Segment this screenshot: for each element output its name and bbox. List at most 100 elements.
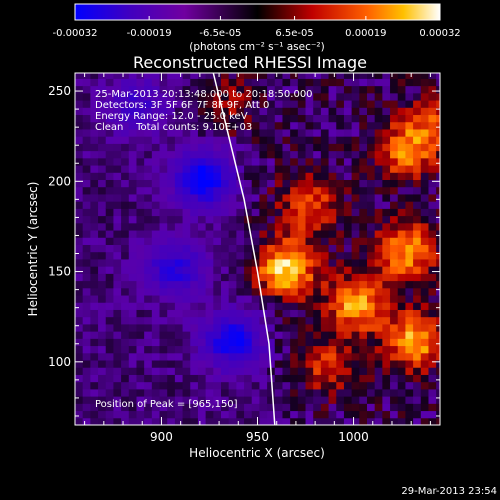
heatmap-cell [297,201,307,209]
heatmap-cell [405,165,414,173]
heatmap-cell [374,78,383,87]
heatmap-cell [75,121,84,130]
heatmap-cell [190,230,199,238]
heatmap-cell [436,92,440,101]
heatmap-cell [128,244,137,253]
heatmap-cell [420,92,429,101]
heatmap-cell [244,345,253,354]
heatmap-cell [182,381,191,390]
heatmap-cell [182,201,191,209]
heatmap-cell [297,157,307,166]
heatmap-cell [128,157,137,166]
heatmap-cell [305,367,314,375]
heatmap-cell [82,403,91,412]
heatmap-cell [436,381,440,390]
heatmap-cell [297,396,307,404]
heatmap-cell [267,92,276,101]
heatmap-cell [436,251,440,260]
heatmap-cell [374,100,383,108]
heatmap-cell [82,338,91,347]
heatmap-cell [136,396,145,404]
heatmap-cell [359,222,368,231]
heatmap-cell [221,287,230,296]
heatmap-cell [282,302,291,310]
heatmap-cell [182,73,191,79]
heatmap-cell [274,230,283,238]
heatmap-cell [159,287,168,296]
heatmap-cell [428,323,437,332]
heatmap-cell [436,237,440,245]
heatmap-cell [144,295,153,303]
heatmap-cell [190,114,199,123]
heatmap-cell [297,295,307,303]
heatmap-cell [105,230,114,238]
heatmap-cell [436,172,440,181]
heatmap-cell [82,165,91,173]
heatmap-cell [167,201,176,209]
heatmap-cell [190,309,199,318]
heatmap-cell [290,107,299,116]
heatmap-cell [167,374,176,383]
heatmap-cell [282,150,291,159]
heatmap-cell [320,287,330,296]
heatmap-cell [90,244,99,253]
heatmap-cell [290,345,299,354]
heatmap-cell [351,417,360,425]
heatmap-cell [213,230,222,238]
heatmap-cell [290,237,299,245]
heatmap-cell [382,201,391,209]
heatmap-cell [236,215,245,224]
y-axis-label: Heliocentric Y (arcsec) [26,182,40,317]
heatmap-cell [267,266,276,274]
heatmap-cell [397,237,406,245]
heatmap-cell [405,302,414,310]
heatmap-cell [343,309,353,318]
heatmap-cell [144,143,153,152]
heatmap-cell [290,128,299,137]
heatmap-cell [197,403,207,412]
heatmap-cell [75,186,84,195]
heatmap-cell [182,396,191,404]
heatmap-cell [320,316,330,325]
heatmap-cell [236,143,245,152]
heatmap-cell [244,244,253,253]
heatmap-cell [197,244,207,253]
heatmap-cell [205,136,214,144]
heatmap-cell [382,410,391,419]
heatmap-cell [336,302,345,310]
heatmap-cell [90,367,99,375]
heatmap-cell [75,367,84,375]
heatmap-cell [136,367,145,375]
heatmap-cell [428,107,437,116]
heatmap-cell [244,107,253,116]
heatmap-cell [328,73,337,79]
heatmap-cell [390,374,399,383]
heatmap-cell [113,136,122,144]
heatmap-cell [413,374,422,383]
heatmap-cell [305,374,314,383]
heatmap-cell [313,107,322,116]
heatmap-cell [82,280,91,289]
heatmap-cell [259,266,268,274]
heatmap-cell [420,396,429,404]
heatmap-cell [328,172,337,181]
heatmap-cell [374,323,383,332]
heatmap-cell [190,222,199,231]
heatmap-cell [397,381,406,390]
heatmap-cell [98,193,107,202]
heatmap-cell [343,165,353,173]
heatmap-cell [90,107,99,116]
heatmap-cell [259,345,268,354]
heatmap-cell [405,295,414,303]
heatmap-cell [213,388,222,397]
annotation-counts: Clean Total counts: 9.10E+03 [95,122,252,133]
y-tick-label: 200 [48,174,71,188]
heatmap-cell [351,266,360,274]
heatmap-cell [405,85,414,94]
heatmap-cell [75,136,84,144]
heatmap-cell [205,345,214,354]
heatmap-cell [75,92,84,101]
heatmap-cell [75,107,84,116]
heatmap-cell [305,143,314,152]
heatmap-cell [343,381,353,390]
